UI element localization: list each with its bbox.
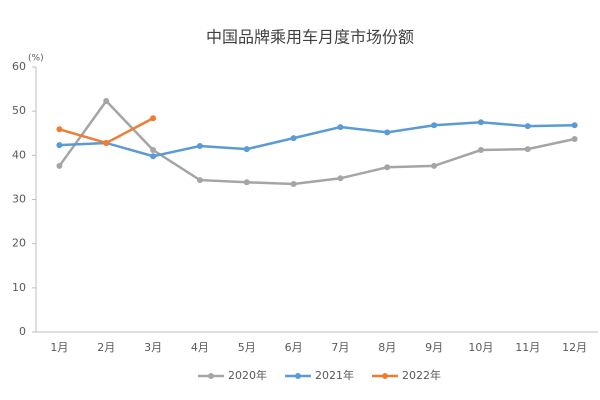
x-tick-label: 11月 [515,341,540,354]
point [337,124,344,131]
y-tick-label: 40 [12,148,26,161]
x-tick-label: 6月 [285,341,303,354]
x-tick-label: 12月 [562,341,587,354]
point [571,122,578,129]
point [56,126,63,133]
y-unit-label: (%) [28,54,44,64]
x-tick-label: 7月 [331,341,349,354]
legend-label: 2020年 [228,368,267,382]
chart-title: 中国品牌乘用车月度市场份额 [206,28,414,47]
point [103,98,110,105]
point [56,162,63,169]
point [290,181,297,188]
y-tick-label: 60 [12,60,26,73]
legend-marker [382,373,388,379]
legend-marker [295,373,301,379]
x-tick-label: 9月 [425,341,443,354]
point [243,146,250,153]
point [477,119,484,126]
x-tick-label: 10月 [468,341,493,354]
point [196,177,203,184]
point [384,164,391,171]
point [524,146,531,153]
point [431,162,438,169]
point [431,122,438,129]
point [571,135,578,142]
y-tick-label: 50 [12,104,26,117]
x-tick-label: 3月 [144,341,162,354]
x-tick-label: 1月 [50,341,68,354]
point [290,135,297,142]
point [150,153,157,160]
point [56,142,63,149]
point [384,129,391,136]
y-tick-label: 10 [12,281,26,294]
x-tick-label: 5月 [238,341,256,354]
legend-marker [208,373,214,379]
y-tick-label: 20 [12,237,26,250]
point [150,115,157,122]
point [103,139,110,146]
x-tick-label: 8月 [378,341,396,354]
point [150,147,157,154]
point [196,143,203,150]
x-tick-label: 2月 [97,341,115,354]
series-line [59,120,575,158]
y-tick-label: 30 [12,193,26,206]
legend-label: 2021年 [315,368,354,382]
legend-label: 2022年 [402,368,441,382]
series-line [58,99,575,186]
point [524,123,531,130]
point [477,147,484,154]
y-tick-label: 0 [19,325,26,338]
point [243,179,250,186]
point [337,175,344,182]
x-tick-label: 4月 [191,341,209,354]
